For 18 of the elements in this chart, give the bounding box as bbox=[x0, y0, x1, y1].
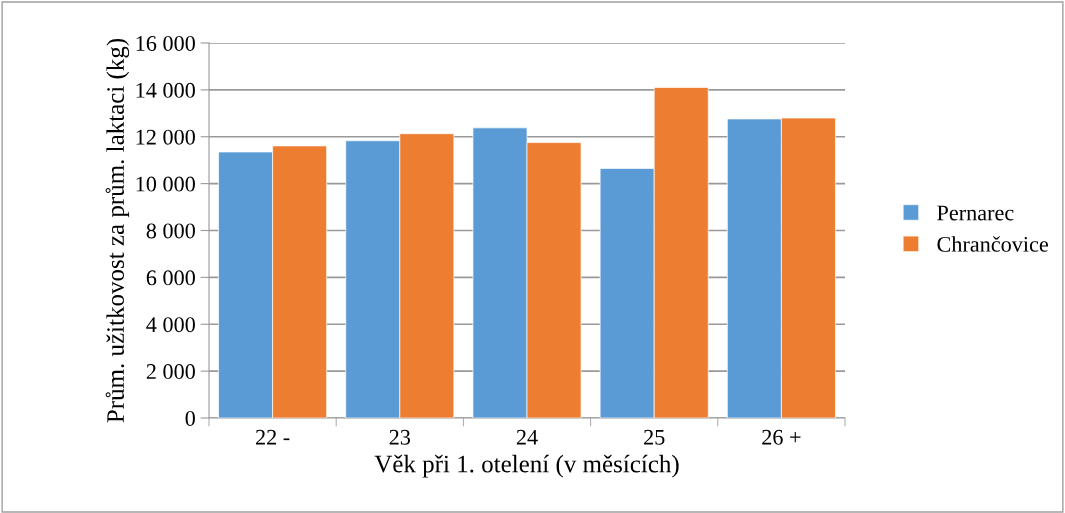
y-tick-label: 4 000 bbox=[146, 317, 195, 333]
x-tick-label: 23 bbox=[389, 429, 411, 445]
y-tick-label: 6 000 bbox=[146, 270, 195, 286]
x-axis-title: Věk při 1. otelení (v měsících) bbox=[374, 454, 679, 478]
y-axis-title: Prům. užitkovost za prům. laktaci (kg) bbox=[105, 38, 130, 423]
x-tick-label: 26 + bbox=[762, 429, 801, 445]
y-tick-label: 12 000 bbox=[136, 129, 195, 145]
x-tick-label: 22 - bbox=[255, 429, 290, 445]
y-tick-label: 2 000 bbox=[146, 364, 195, 380]
x-tick-label: 24 bbox=[516, 429, 538, 445]
legend-label: Chrančovice bbox=[937, 236, 1049, 252]
y-tick-label: 10 000 bbox=[136, 176, 195, 192]
x-tick-label: 25 bbox=[644, 429, 665, 445]
y-tick-label: 8 000 bbox=[146, 223, 195, 239]
legend-label: Pernarec bbox=[937, 205, 1014, 221]
y-tick-label: 14 000 bbox=[136, 82, 195, 98]
y-tick-label: 16 000 bbox=[136, 35, 195, 51]
y-tick-label: 0 bbox=[185, 410, 195, 426]
